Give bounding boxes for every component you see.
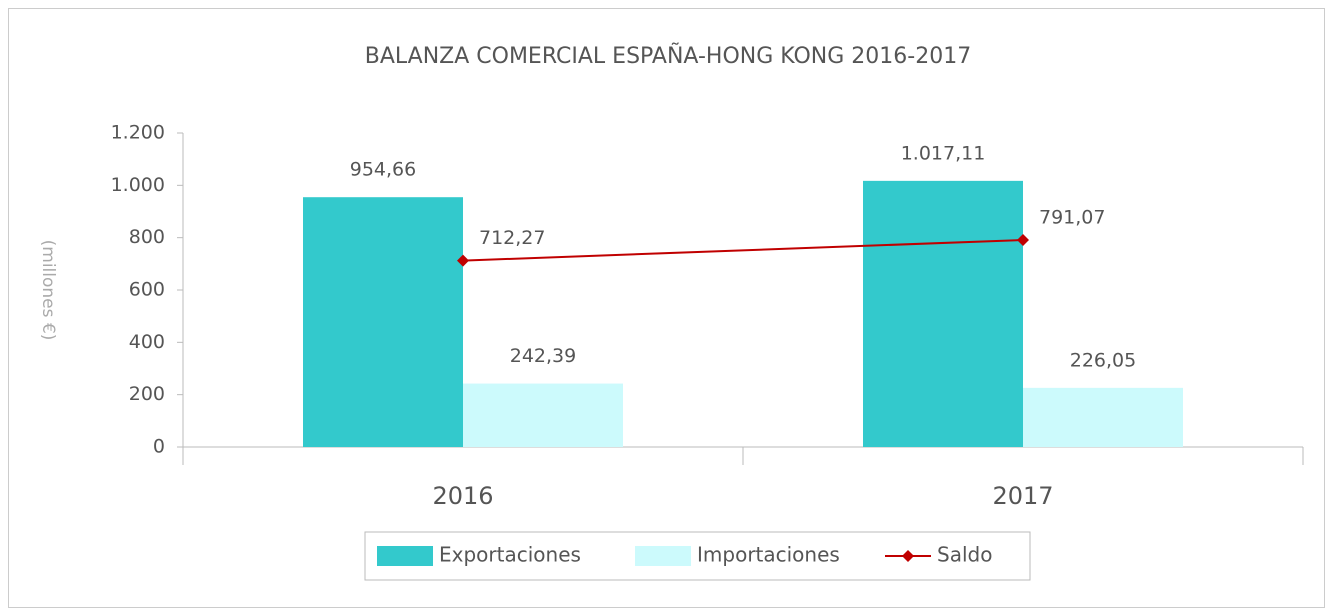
legend-swatch xyxy=(377,546,433,566)
y-tick-label: 0 xyxy=(153,436,165,458)
bar xyxy=(863,180,1023,448)
y-axis-label: (millones €) xyxy=(38,240,58,341)
line xyxy=(462,239,1024,262)
line-marker xyxy=(457,254,469,267)
y-tick-label: 400 xyxy=(129,331,165,353)
y-tick-label: 1.200 xyxy=(111,122,165,144)
y-tick-label: 600 xyxy=(129,279,165,301)
chart-title: BALANZA COMERCIAL ESPAÑA-HONG KONG 2016-… xyxy=(365,42,971,69)
chart-frame xyxy=(8,8,1325,608)
data-label: 712,27 xyxy=(479,227,545,249)
data-label: 954,66 xyxy=(350,159,416,181)
legend-label: Saldo xyxy=(937,543,992,567)
bar xyxy=(303,197,463,447)
legend-swatch xyxy=(635,546,691,566)
bar xyxy=(1023,387,1183,447)
y-tick-label: 1.000 xyxy=(111,174,165,196)
y-tick-label: 200 xyxy=(129,383,165,405)
y-tick-label: 800 xyxy=(129,226,165,248)
legend-label: Importaciones xyxy=(697,543,840,567)
data-label: 791,07 xyxy=(1039,207,1105,229)
bar xyxy=(463,383,623,447)
x-tick-label: 2016 xyxy=(432,482,493,510)
data-label: 242,39 xyxy=(510,345,576,367)
line-marker xyxy=(1017,234,1029,247)
legend-label: Exportaciones xyxy=(439,543,581,567)
legend-marker xyxy=(902,550,914,562)
data-label: 1.017,11 xyxy=(901,142,986,164)
data-label: 226,05 xyxy=(1070,349,1136,371)
x-tick-label: 2017 xyxy=(992,482,1053,510)
